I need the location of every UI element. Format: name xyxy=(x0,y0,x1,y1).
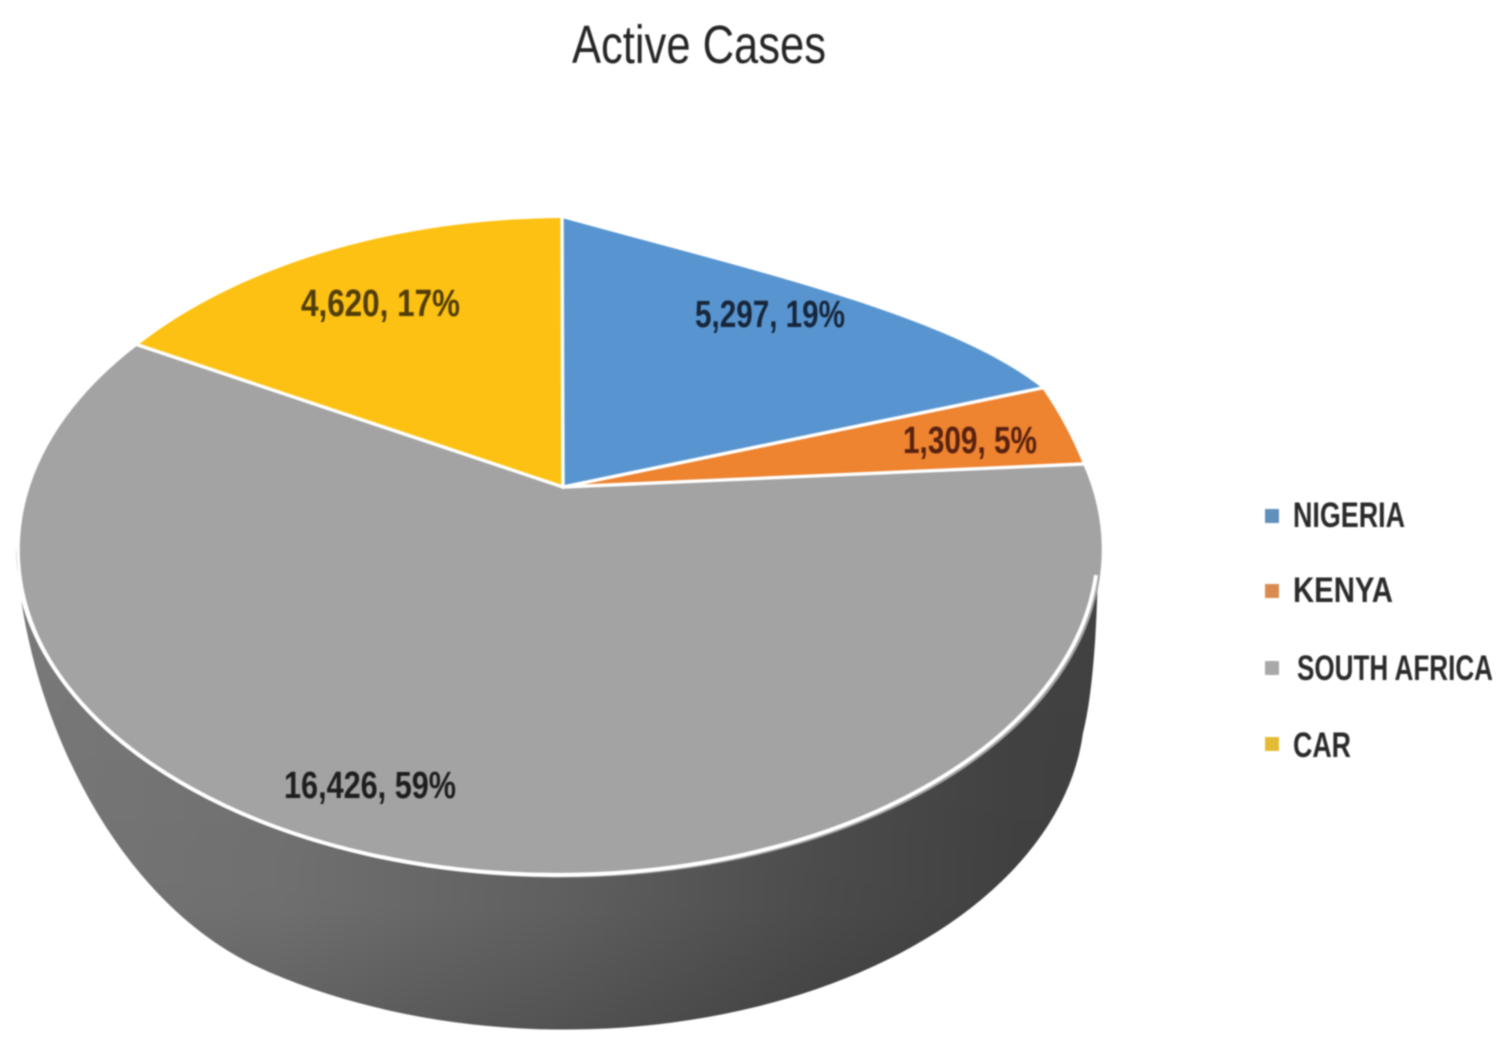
svg-text:NIGERIA: NIGERIA xyxy=(1293,496,1405,535)
svg-text:CAR: CAR xyxy=(1293,726,1351,765)
svg-text:5,297, 19%: 5,297, 19% xyxy=(695,294,845,336)
svg-text:Active Cases: Active Cases xyxy=(572,15,826,75)
svg-text:16,426, 59%: 16,426, 59% xyxy=(284,765,456,807)
svg-text:KENYA: KENYA xyxy=(1293,571,1393,610)
svg-text:SOUTH AFRICA: SOUTH AFRICA xyxy=(1297,649,1493,688)
svg-text:1,309, 5%: 1,309, 5% xyxy=(903,420,1037,462)
svg-text:4,620, 17%: 4,620, 17% xyxy=(301,283,460,325)
